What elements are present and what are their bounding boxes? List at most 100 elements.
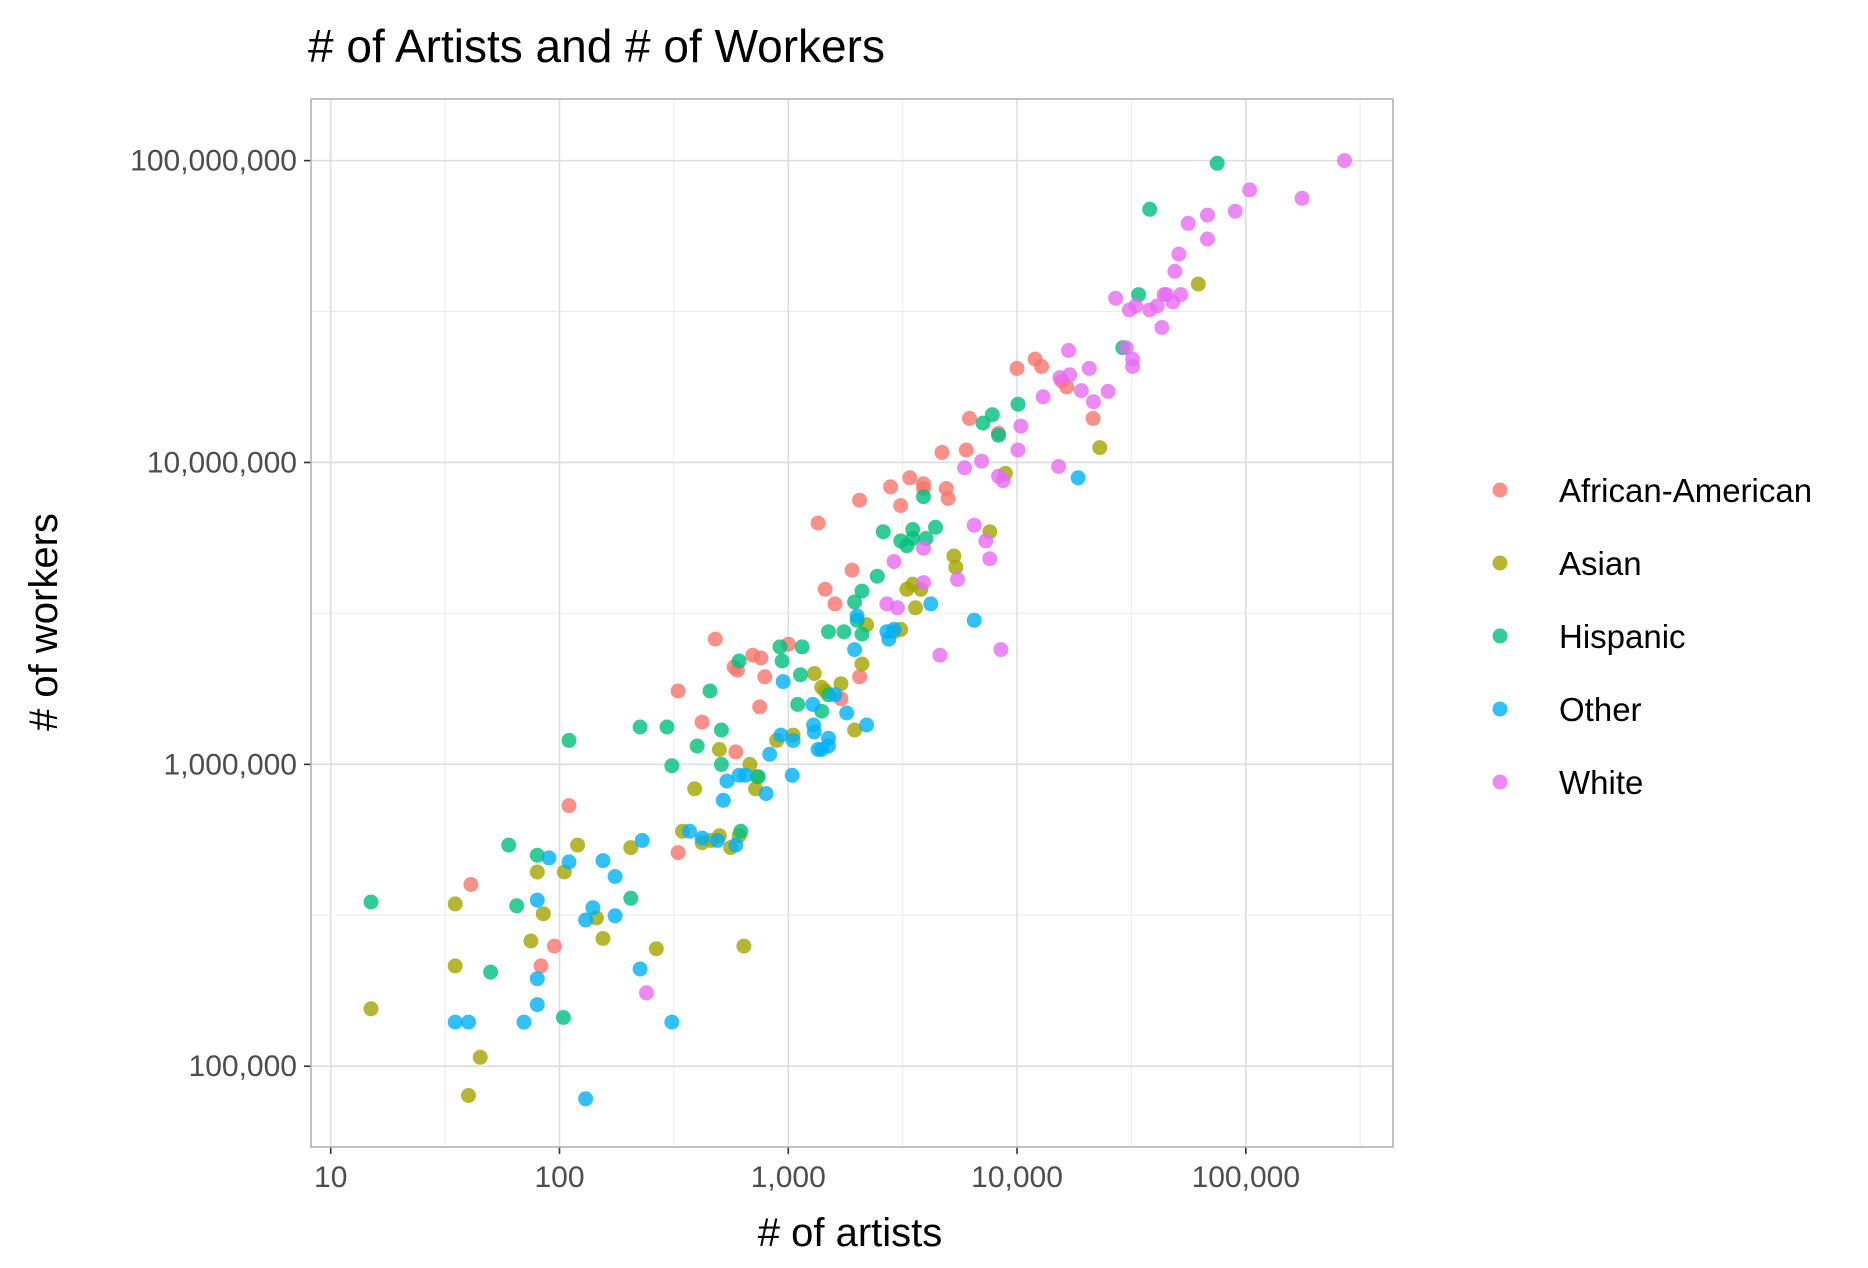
data-point	[854, 656, 870, 672]
x-tick-label: 100,000	[1192, 1161, 1300, 1194]
legend-key	[1492, 774, 1508, 790]
data-point	[995, 473, 1011, 489]
legend-key	[1492, 701, 1508, 717]
data-point	[950, 571, 966, 587]
data-point	[982, 551, 998, 567]
data-point	[1034, 359, 1050, 374]
data-point	[847, 594, 863, 610]
data-point	[529, 971, 545, 987]
data-point	[1142, 201, 1158, 217]
legend-item: Hispanic	[1492, 618, 1686, 655]
data-point	[1171, 246, 1187, 262]
data-point	[859, 717, 875, 733]
data-point	[1154, 320, 1170, 335]
data-point	[916, 575, 931, 591]
data-point	[535, 906, 551, 922]
plot-border	[310, 98, 1394, 1148]
data-point	[578, 912, 594, 928]
data-point	[946, 548, 962, 564]
data-point	[869, 568, 885, 584]
data-point	[810, 515, 826, 531]
x-tick-label: 10	[314, 1161, 347, 1194]
data-point	[694, 830, 710, 846]
data-point	[984, 407, 1000, 423]
series-hispanic	[363, 155, 1225, 1025]
legend-label: Asian	[1559, 545, 1642, 582]
data-point	[363, 1001, 379, 1017]
data-point	[709, 832, 725, 848]
data-point	[1108, 290, 1124, 306]
data-point	[1009, 360, 1025, 376]
data-point	[731, 653, 747, 669]
data-point	[916, 489, 931, 505]
data-point	[1092, 440, 1108, 456]
data-point	[847, 642, 863, 658]
data-point	[719, 773, 735, 789]
data-point	[1100, 383, 1116, 399]
data-point	[659, 719, 675, 735]
data-point	[893, 498, 909, 514]
plot-area: 10 100 1,000 10,000 100,000 100,000 1,000,000 1…	[130, 98, 1394, 1194]
data-point	[570, 837, 586, 853]
y-tick-label: 100,000	[189, 1050, 297, 1083]
data-point	[561, 798, 577, 814]
series-other	[447, 470, 1086, 1107]
data-point	[916, 540, 931, 556]
data-point	[1173, 287, 1189, 303]
data-point	[623, 890, 639, 906]
data-point	[784, 767, 800, 783]
data-point	[844, 562, 860, 578]
data-point	[932, 647, 948, 663]
data-point	[940, 491, 956, 506]
data-point	[958, 442, 974, 458]
data-point	[854, 583, 870, 599]
data-point	[1010, 396, 1026, 412]
data-point	[902, 470, 918, 486]
data-point	[785, 732, 801, 748]
data-point	[509, 898, 525, 914]
data-point	[852, 492, 868, 508]
data-point	[541, 850, 557, 866]
data-point	[713, 722, 729, 738]
data-point	[694, 714, 710, 730]
data-point	[1081, 360, 1097, 376]
data-point	[632, 961, 648, 977]
data-point	[529, 997, 545, 1013]
data-point	[670, 845, 686, 861]
data-point	[664, 1014, 680, 1030]
data-point	[923, 596, 939, 612]
data-point	[847, 722, 863, 738]
data-point	[1062, 367, 1078, 383]
data-point	[993, 642, 1009, 658]
data-point	[689, 738, 705, 754]
data-point	[1337, 153, 1352, 169]
data-point	[1125, 351, 1141, 367]
data-point	[805, 696, 821, 712]
data-point	[948, 559, 964, 575]
data-point	[529, 892, 545, 908]
legend-key	[1492, 482, 1508, 498]
data-point	[833, 676, 849, 692]
data-point	[595, 853, 611, 869]
data-point	[463, 877, 479, 892]
data-point	[991, 427, 1006, 443]
data-point	[772, 639, 788, 655]
legend-item: Asian	[1492, 545, 1642, 582]
data-point	[664, 758, 680, 774]
data-point	[817, 581, 833, 597]
data-point	[1180, 215, 1196, 231]
data-point	[461, 1088, 476, 1103]
x-axis-title: # of artists	[758, 1211, 943, 1255]
data-point	[648, 941, 664, 957]
data-point	[1070, 470, 1086, 486]
data-point	[1073, 383, 1089, 399]
data-point	[852, 669, 868, 685]
data-point	[733, 823, 749, 839]
data-point	[827, 687, 843, 703]
data-point	[1013, 418, 1029, 434]
data-point	[634, 832, 650, 848]
data-point	[1167, 263, 1183, 279]
data-point	[966, 517, 982, 533]
data-point	[821, 730, 836, 746]
data-point	[1200, 207, 1215, 223]
